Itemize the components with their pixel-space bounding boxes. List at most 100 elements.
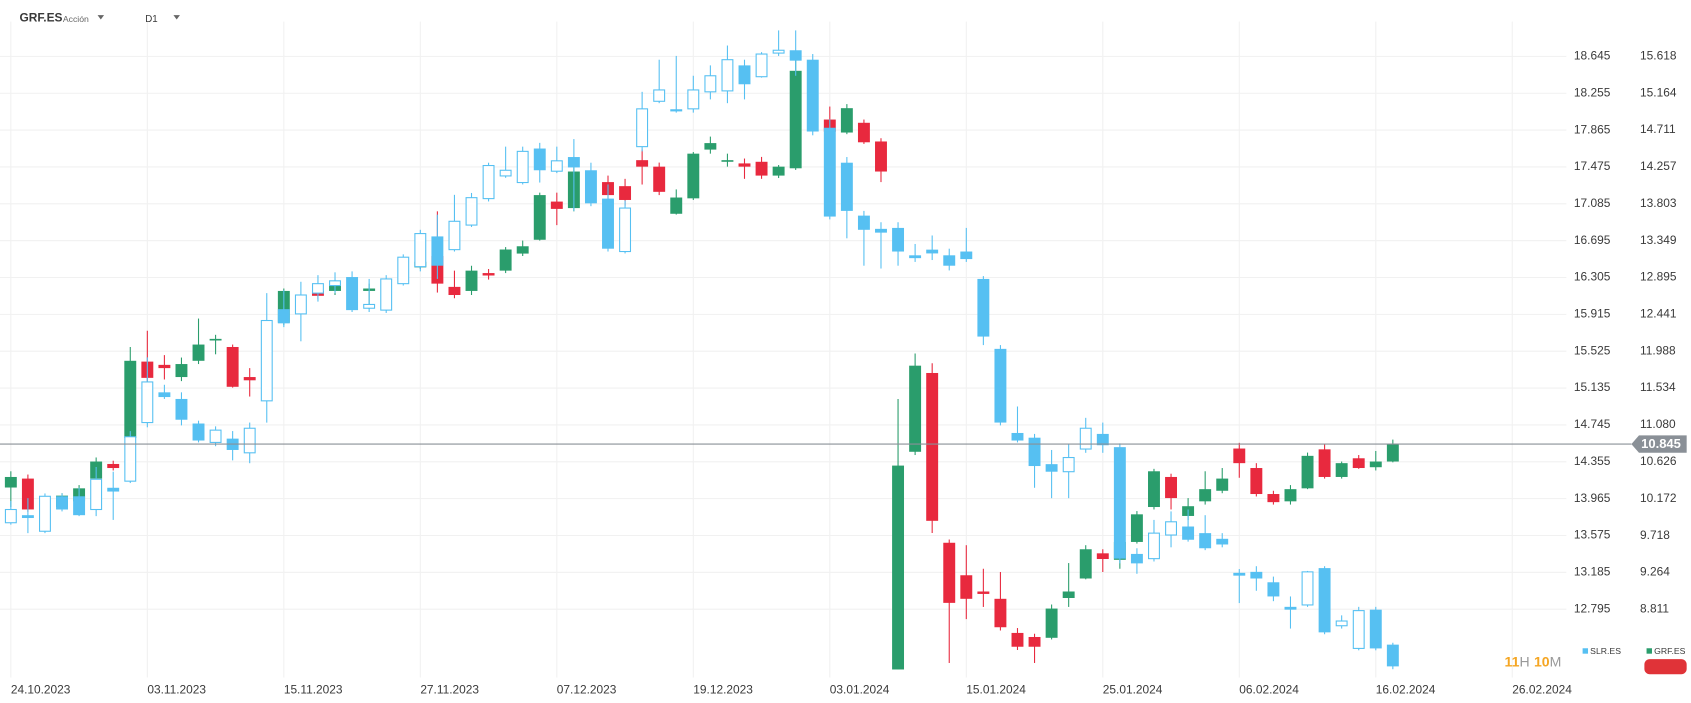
y2-tick-label: 11.080 <box>1640 417 1676 431</box>
remove-button[interactable] <box>1644 659 1687 675</box>
candle-body <box>943 255 956 266</box>
y2-tick-label: 10.626 <box>1640 454 1677 468</box>
candle <box>465 265 478 296</box>
y-tick-label: 12.795 <box>1574 601 1611 615</box>
candle <box>73 487 86 517</box>
candle <box>124 431 137 484</box>
y2-tick-label: 8.811 <box>1640 601 1669 615</box>
candle <box>158 384 171 399</box>
candle-body <box>994 348 1007 423</box>
x-tick-label: 15.01.2024 <box>966 683 1026 697</box>
candle <box>1318 444 1331 479</box>
candle <box>687 75 700 113</box>
y-tick-label: 13.965 <box>1574 491 1611 505</box>
candle-body <box>1216 538 1229 545</box>
candle-body <box>243 377 256 381</box>
candle <box>738 158 751 179</box>
candle <box>1011 406 1024 443</box>
candle-body <box>977 278 990 337</box>
candle <box>943 539 956 663</box>
candle-body <box>1165 476 1178 499</box>
timeframe-dropdown[interactable] <box>173 15 180 20</box>
candle <box>1130 511 1143 544</box>
candle-body <box>1028 636 1041 647</box>
candle <box>704 65 717 100</box>
candle <box>260 293 273 423</box>
candle <box>311 275 324 302</box>
candle-body <box>789 50 802 61</box>
y2-tick-label: 13.803 <box>1640 196 1677 210</box>
candle <box>346 271 359 313</box>
y-tick-label: 17.085 <box>1574 196 1611 210</box>
candle-body <box>687 89 700 110</box>
legend-label: GRF.ES <box>1654 646 1685 656</box>
candle-body <box>107 487 120 492</box>
candle <box>1386 439 1399 463</box>
candle-body <box>482 164 495 200</box>
candle-body <box>1352 458 1365 469</box>
timeframe[interactable]: D1 <box>145 14 157 25</box>
candle-body <box>909 255 922 259</box>
symbol-dropdown[interactable] <box>97 15 105 20</box>
last-price-tag <box>1631 435 1687 453</box>
candle <box>926 235 939 261</box>
candle-body <box>1182 526 1195 540</box>
x-tick-label: 03.01.2024 <box>830 683 890 697</box>
candle-body <box>755 161 768 176</box>
candle <box>226 344 239 388</box>
candle-body <box>994 598 1007 628</box>
candle <box>602 184 614 252</box>
candle-body <box>823 127 836 217</box>
candle-body <box>21 515 34 519</box>
candle-body <box>1284 606 1297 610</box>
candle <box>892 222 905 266</box>
candle-body <box>1199 489 1212 502</box>
candle-body <box>721 160 734 162</box>
candle-body <box>90 478 103 511</box>
candle-body <box>1301 455 1314 489</box>
candle-body <box>892 227 905 252</box>
last-price-label: 10.845 <box>1641 436 1681 451</box>
y2-tick-label: 14.257 <box>1640 159 1677 173</box>
candle-body <box>584 170 597 204</box>
candle-body <box>397 256 410 285</box>
legend-swatch <box>1582 648 1589 654</box>
y2-tick-label: 14.711 <box>1640 122 1676 136</box>
candle-body <box>1369 609 1382 649</box>
candle-body <box>56 496 68 510</box>
candle <box>1318 566 1331 635</box>
countdown-m: M <box>1550 653 1562 669</box>
candle <box>670 55 683 113</box>
symbol[interactable]: GRF.ES <box>20 11 63 25</box>
candle <box>363 278 376 313</box>
candle-body <box>516 150 529 184</box>
candle <box>1233 569 1246 604</box>
x-tick-label: 15.11.2023 <box>284 683 343 697</box>
candle <box>840 104 853 135</box>
candle <box>994 345 1007 426</box>
candle <box>960 545 973 620</box>
candle <box>448 194 461 252</box>
candles <box>4 30 1399 670</box>
candle-body <box>670 197 683 214</box>
candle-body <box>124 436 137 482</box>
candle <box>277 290 290 328</box>
candle <box>175 357 188 382</box>
y2-tick-label: 15.164 <box>1640 85 1677 99</box>
candle <box>1352 606 1365 651</box>
candle-body <box>1335 620 1348 627</box>
candle <box>431 214 444 279</box>
candle-body <box>158 364 171 369</box>
candle-body <box>840 162 853 211</box>
candle-body <box>1011 432 1024 441</box>
candle-body <box>1386 644 1399 667</box>
y-tick-label: 17.475 <box>1574 159 1611 173</box>
y2-tick-label: 15.618 <box>1640 49 1677 63</box>
candle <box>738 59 751 100</box>
candle-body <box>738 163 751 167</box>
candle <box>960 227 973 262</box>
candle <box>482 162 495 202</box>
candle-body <box>448 286 461 296</box>
candle-body <box>1130 553 1143 564</box>
